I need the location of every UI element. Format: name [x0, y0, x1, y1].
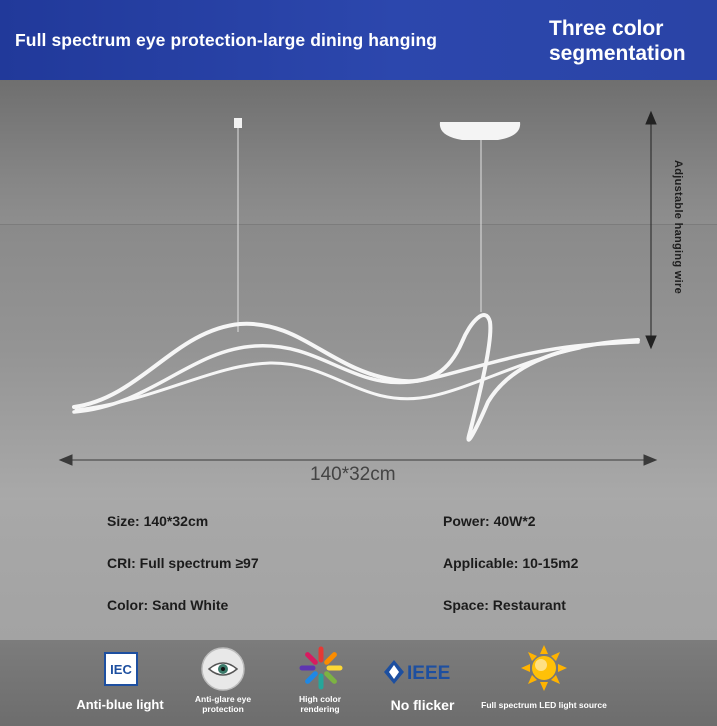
iec-icon: IEC	[104, 652, 138, 686]
hanging-wire-label-box: Adjustable hanging wire	[662, 160, 692, 320]
spec-applicable: Applicable: 10-15m2	[443, 555, 579, 571]
eye-icon	[201, 647, 245, 691]
specifications: Size: 140*32cm Power: 40W*2 CRI: Full sp…	[0, 500, 717, 640]
spec-power: Power: 40W*2	[443, 513, 536, 529]
spec-space: Space: Restaurant	[443, 597, 566, 613]
color-wheel-icon	[299, 646, 343, 690]
feature-label-line1: High color	[298, 694, 342, 704]
feature-label-line1: Anti-glare eye	[194, 694, 252, 704]
feature-label: Anti-blue light	[76, 697, 164, 712]
sun-icon	[521, 645, 567, 691]
ieee-icon: IEEE	[384, 660, 450, 684]
left-ceiling-mount	[234, 118, 242, 128]
header-badge-line1: Three color	[549, 17, 664, 40]
horizontal-dimension-arrow	[58, 454, 658, 466]
product-scene: Adjustable hanging wire 140*32cm	[0, 80, 717, 500]
ceiling-canopy	[439, 122, 521, 140]
feature-label: High color rendering	[280, 694, 360, 714]
feature-label: Full spectrum LED light source	[481, 700, 607, 710]
dimension-label: 140*32cm	[310, 464, 396, 485]
hanging-wire-label: Adjustable hanging wire	[672, 160, 684, 295]
pendant-lamp-illustration	[58, 110, 658, 466]
feature-full-spectrum-led: Full spectrum LED light source	[470, 640, 618, 726]
feature-no-flicker: IEEE No flicker	[370, 640, 475, 726]
feature-label-line2: rendering	[300, 704, 340, 714]
feature-label: No flicker	[390, 697, 455, 713]
iec-icon-text: IEC	[110, 662, 132, 677]
feature-label-line2: protection	[202, 704, 244, 714]
spec-cri: CRI: Full spectrum ≥97	[107, 555, 259, 571]
ceiling	[0, 80, 717, 225]
feature-label: Anti-glare eye protection	[180, 694, 266, 714]
vertical-dimension-arrow	[645, 110, 657, 350]
header-banner: Full spectrum eye protection-large dinin…	[0, 0, 717, 80]
spec-size: Size: 140*32cm	[107, 513, 209, 529]
header-badge-line2: segmentation	[549, 42, 686, 65]
ieee-icon-text: IEEE	[407, 663, 450, 684]
header-title: Full spectrum eye protection-large dinin…	[15, 30, 438, 50]
feature-anti-glare: Anti-glare eye protection	[180, 640, 266, 726]
feature-strip: IEC Anti-blue light Anti-glare eye prote…	[0, 640, 717, 726]
header-badge: Three color segmentation	[531, 16, 717, 66]
feature-high-color-rendering: High color rendering	[280, 640, 360, 726]
feature-anti-blue-light: IEC Anti-blue light	[60, 640, 180, 726]
spec-color: Color: Sand White	[107, 597, 229, 613]
wall	[0, 225, 717, 500]
lamp-ribbons	[72, 313, 640, 442]
